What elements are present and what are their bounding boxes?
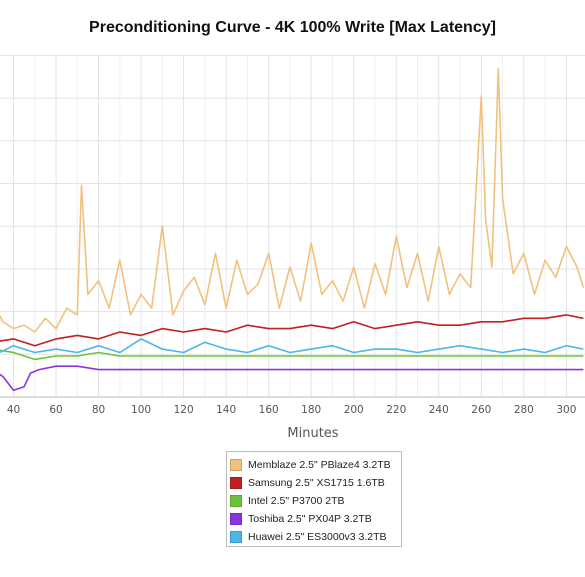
x-tick-label: 180: [301, 404, 321, 416]
series-line-3: [0, 365, 584, 392]
x-axis-label: Minutes: [287, 426, 338, 441]
legend: Memblaze 2.5" PBlaze4 3.2TB Samsung 2.5" …: [226, 451, 402, 547]
x-tick-label: 100: [131, 404, 151, 416]
x-tick-label: 160: [259, 404, 279, 416]
legend-item: Memblaze 2.5" PBlaze4 3.2TB: [230, 456, 401, 474]
legend-label: Huawei 2.5" ES3000v3 3.2TB: [248, 531, 387, 543]
legend-swatch: [230, 513, 242, 525]
x-tick-label: 60: [49, 404, 62, 416]
legend-swatch: [230, 531, 242, 543]
legend-label: Toshiba 2.5" PX04P 3.2TB: [248, 513, 372, 525]
x-tick-label: 260: [471, 404, 491, 416]
legend-label: Samsung 2.5" XS1715 1.6TB: [248, 477, 385, 489]
legend-swatch: [230, 495, 242, 507]
legend-item: Toshiba 2.5" PX04P 3.2TB: [230, 510, 401, 528]
legend-item: Huawei 2.5" ES3000v3 3.2TB: [230, 528, 401, 546]
x-tick-label: 120: [174, 404, 194, 416]
x-tick-label: 240: [429, 404, 449, 416]
legend-label: Memblaze 2.5" PBlaze4 3.2TB: [248, 459, 391, 471]
x-tick-label: 300: [556, 404, 576, 416]
legend-swatch: [230, 459, 242, 471]
legend-swatch: [230, 477, 242, 489]
series-line-0: [0, 67, 585, 333]
x-tick-label: 80: [92, 404, 105, 416]
x-axis-ticks: 40 60 80 100 120 140 160 180 200 220 240 260 280 300: [7, 404, 577, 416]
chart-title: Preconditioning Curve - 4K 100% Write [M…: [89, 19, 496, 36]
series-line-1: [0, 314, 584, 347]
x-tick-label: 200: [344, 404, 364, 416]
x-tick-label: 220: [386, 404, 406, 416]
grid-lines: [0, 54, 585, 397]
x-tick-label: 40: [7, 404, 20, 416]
series-line-2: [0, 349, 584, 361]
legend-label: Intel 2.5" P3700 2TB: [248, 495, 345, 507]
x-tick-label: 140: [216, 404, 236, 416]
legend-item: Samsung 2.5" XS1715 1.6TB: [230, 474, 401, 492]
series-line-4: [0, 338, 584, 354]
x-tick-label: 280: [514, 404, 534, 416]
legend-item: Intel 2.5" P3700 2TB: [230, 492, 401, 510]
series-lines: [0, 67, 585, 392]
